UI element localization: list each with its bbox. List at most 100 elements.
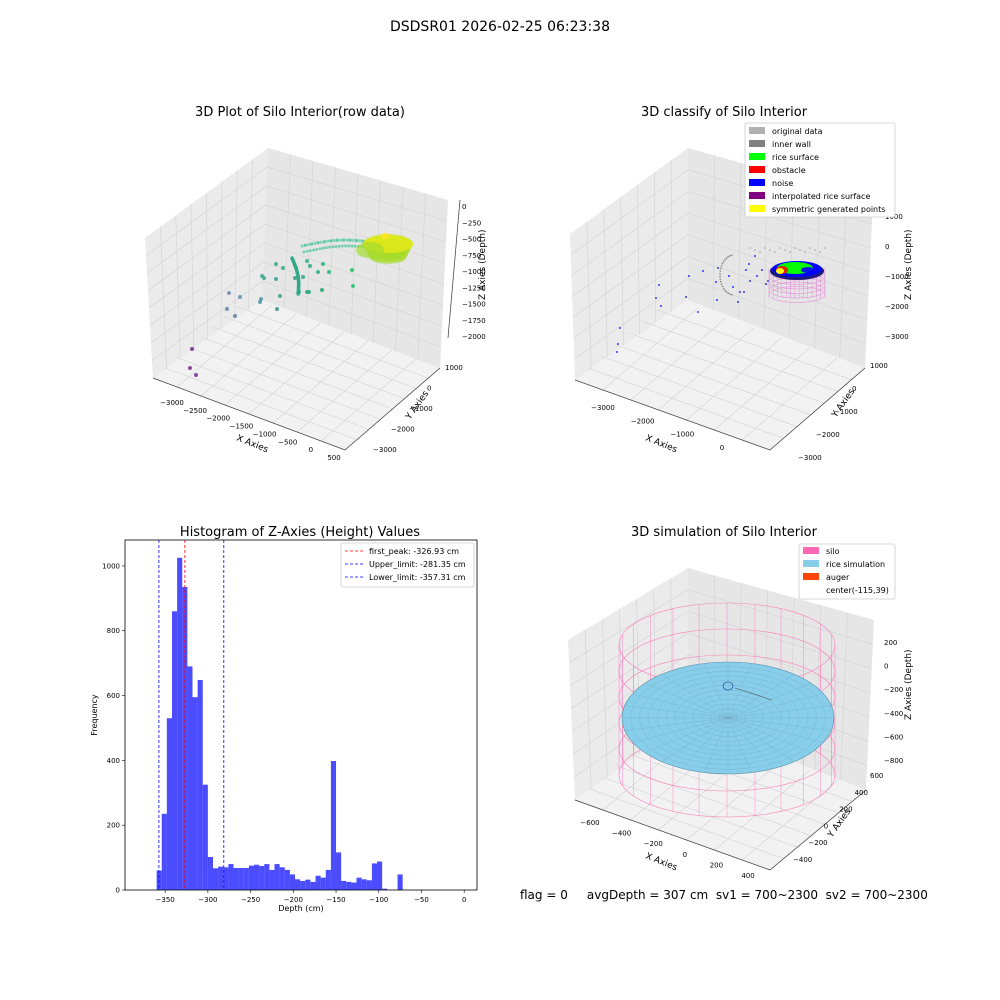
rice-mesh-line [704,717,729,773]
data-point [302,250,306,254]
tick-label: −1500 [462,301,486,309]
tick-label: 200 [884,639,897,647]
grid-line [571,212,870,297]
noise-point [761,269,763,271]
histogram-title: Histogram of Z-Axies (Height) Values [180,525,420,540]
histogram-bar [315,875,321,890]
inner-wall-point [719,267,722,270]
data-point [278,294,282,298]
legend-label: rice simulation [826,560,885,569]
back-pane [262,148,448,368]
histogram-bar [341,880,347,890]
data-point [351,284,355,288]
data-point [313,241,317,245]
histogram-bar [223,867,229,890]
histogram-bar [177,557,183,890]
histogram-bar [397,874,403,890]
data-point [319,240,323,244]
noise-point [767,280,769,282]
tick-label: −3000 [798,454,822,462]
histogram-bar [274,864,280,890]
y-tick-label: 1000 [102,562,120,570]
data-point [194,373,198,377]
classify-3d-zlabel: Z Axies (Depth) [904,229,914,300]
tick-label: 400 [855,789,868,797]
data-point [306,243,310,247]
histogram-ylabel: Frequency [90,694,99,736]
histogram-bar [197,680,203,890]
tick-label: −250 [462,219,481,227]
data-point [331,245,335,249]
data-point [238,295,242,299]
histogram-bar [187,666,193,890]
data-point [275,307,279,311]
noise-point [716,299,718,301]
original-data-point [779,247,781,249]
grid-line [150,261,443,344]
grid-line [146,185,447,274]
inner-wall-point [719,278,722,280]
tick-label: −2500 [183,407,207,415]
raw-3d-title: 3D Plot of Silo Interior(row data) [195,105,405,120]
noise-cluster [801,267,815,273]
grid-line [149,242,444,326]
data-point [328,245,332,249]
histogram-bar [310,881,316,890]
data-point [262,276,266,280]
axis-line [574,789,867,871]
legend-label: obstacle [772,166,806,175]
simulation-3d-xlabel: X Axies [644,852,679,874]
grid-line [588,788,784,859]
histogram-bar [351,882,357,890]
grid-line [234,170,238,320]
inner-wall-point [729,255,731,257]
simulation-3d-zlabel: Z Axies (Depth) [904,649,914,720]
grid-line [200,336,393,410]
tick-label: −1000 [670,431,694,439]
histogram-bar [182,586,188,890]
grid-line [569,611,872,686]
original-data-point [819,251,821,253]
classify-3d-title: 3D classify of Silo Interior [641,105,808,120]
histogram-bar [207,856,213,890]
grid-line [148,223,445,309]
noise-point [765,283,767,285]
grid-line [629,332,825,404]
tick-label: −2000 [391,426,415,434]
rice-mesh-line [727,705,832,719]
center-marker [722,681,734,691]
legend-label: interpolated rice surface [772,192,870,201]
data-point [318,247,322,251]
tick-label: −200 [884,686,903,694]
x-tick-label: −350 [156,896,175,904]
histogram-bar [171,611,178,890]
rice-mesh-line [661,674,729,719]
tick-label: −400 [612,830,631,838]
tick-label: −1000 [253,430,277,438]
original-data-point [774,251,776,253]
rice-surface-cluster [356,242,384,258]
histogram-bar [377,861,383,890]
data-point [225,307,229,311]
histogram-bar [356,877,362,890]
grid-line [224,316,417,389]
grid-line [417,193,426,360]
classify-3d-legend: original data inner wall rice surface obsta… [744,122,896,218]
rice-mesh-line [727,682,811,719]
rice-mesh-line [624,717,729,731]
histogram-bar [300,880,306,890]
original-data-point [749,247,751,249]
grid-line [296,349,393,433]
classify-3d-points [616,247,826,353]
noise-point [748,263,750,265]
grid-line [642,321,838,392]
grid-line [741,779,839,861]
data-point [344,244,348,248]
data-point [301,275,305,279]
tick-label: 500 [327,454,340,462]
data-point [320,288,324,292]
original-data-point [814,249,816,251]
data-point [353,244,357,248]
tick-label: 0 [462,203,466,211]
raw-3d-panel: 3D Plot of Silo Interior(row data) −3000… [145,105,488,462]
